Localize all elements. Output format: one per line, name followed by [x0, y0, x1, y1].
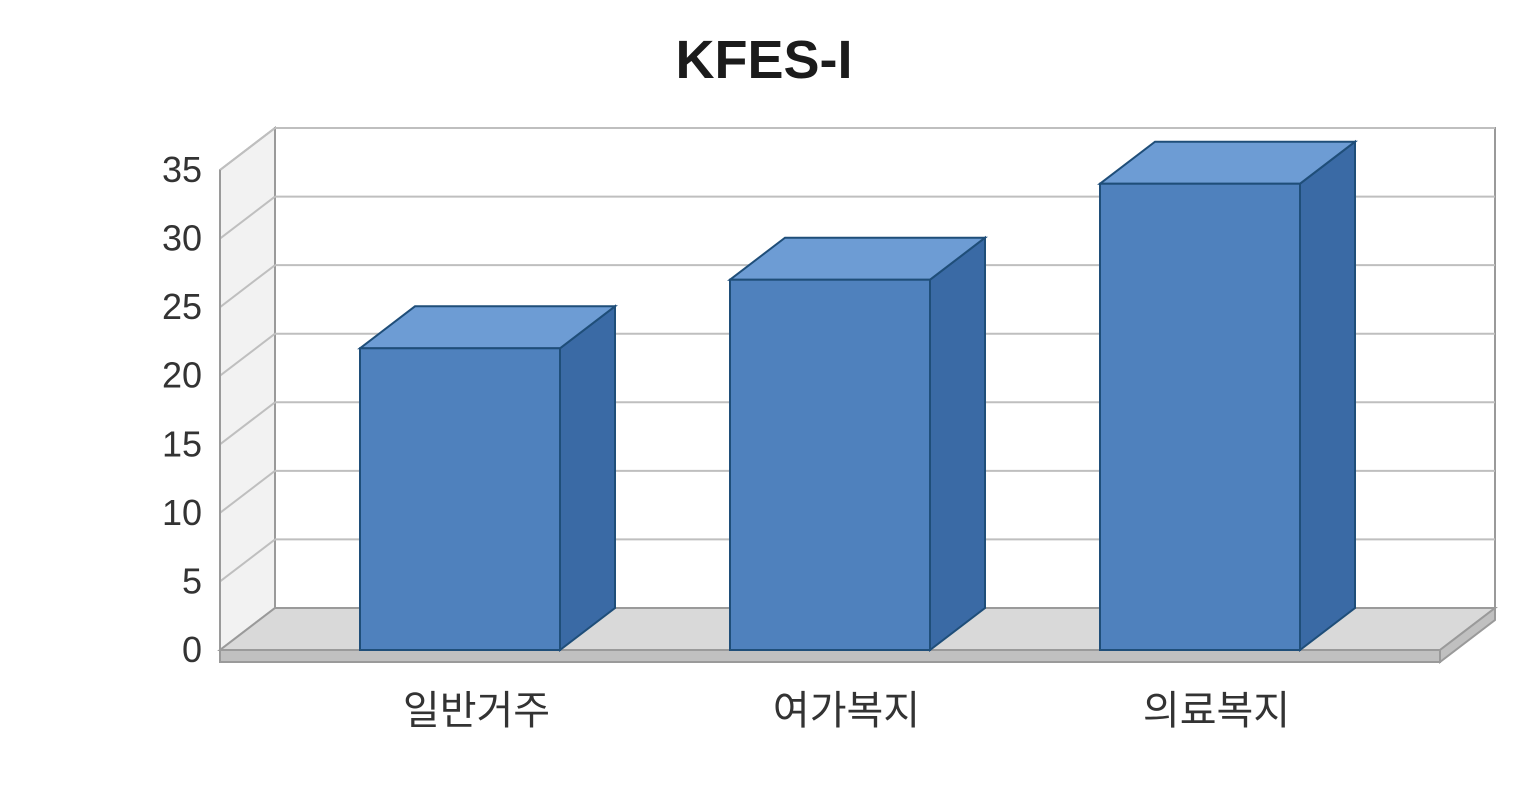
y-tick-label: 10	[162, 492, 202, 533]
x-category-label: 여가복지	[773, 689, 920, 733]
y-tick-label: 20	[162, 355, 202, 396]
y-tick-label: 0	[182, 629, 202, 670]
bar	[1100, 142, 1355, 650]
chart-container: KFES-I 0 5 10 15 20 25 30 35 일반거주 여가복지 의료복지	[0, 0, 1528, 801]
y-tick-label: 15	[162, 423, 202, 464]
bar	[730, 238, 985, 650]
y-tick-label: 30	[162, 218, 202, 259]
y-tick-label: 35	[162, 149, 202, 190]
y-tick-label: 5	[182, 560, 202, 601]
x-category-label: 일반거주	[403, 689, 550, 733]
x-category-label: 의료복지	[1143, 689, 1290, 733]
bar	[360, 306, 615, 650]
bar-chart-3d: KFES-I 0 5 10 15 20 25 30 35 일반거주 여가복지 의료복지	[0, 0, 1528, 801]
chart-title: KFES-I	[675, 30, 852, 90]
y-tick-label: 25	[162, 286, 202, 327]
